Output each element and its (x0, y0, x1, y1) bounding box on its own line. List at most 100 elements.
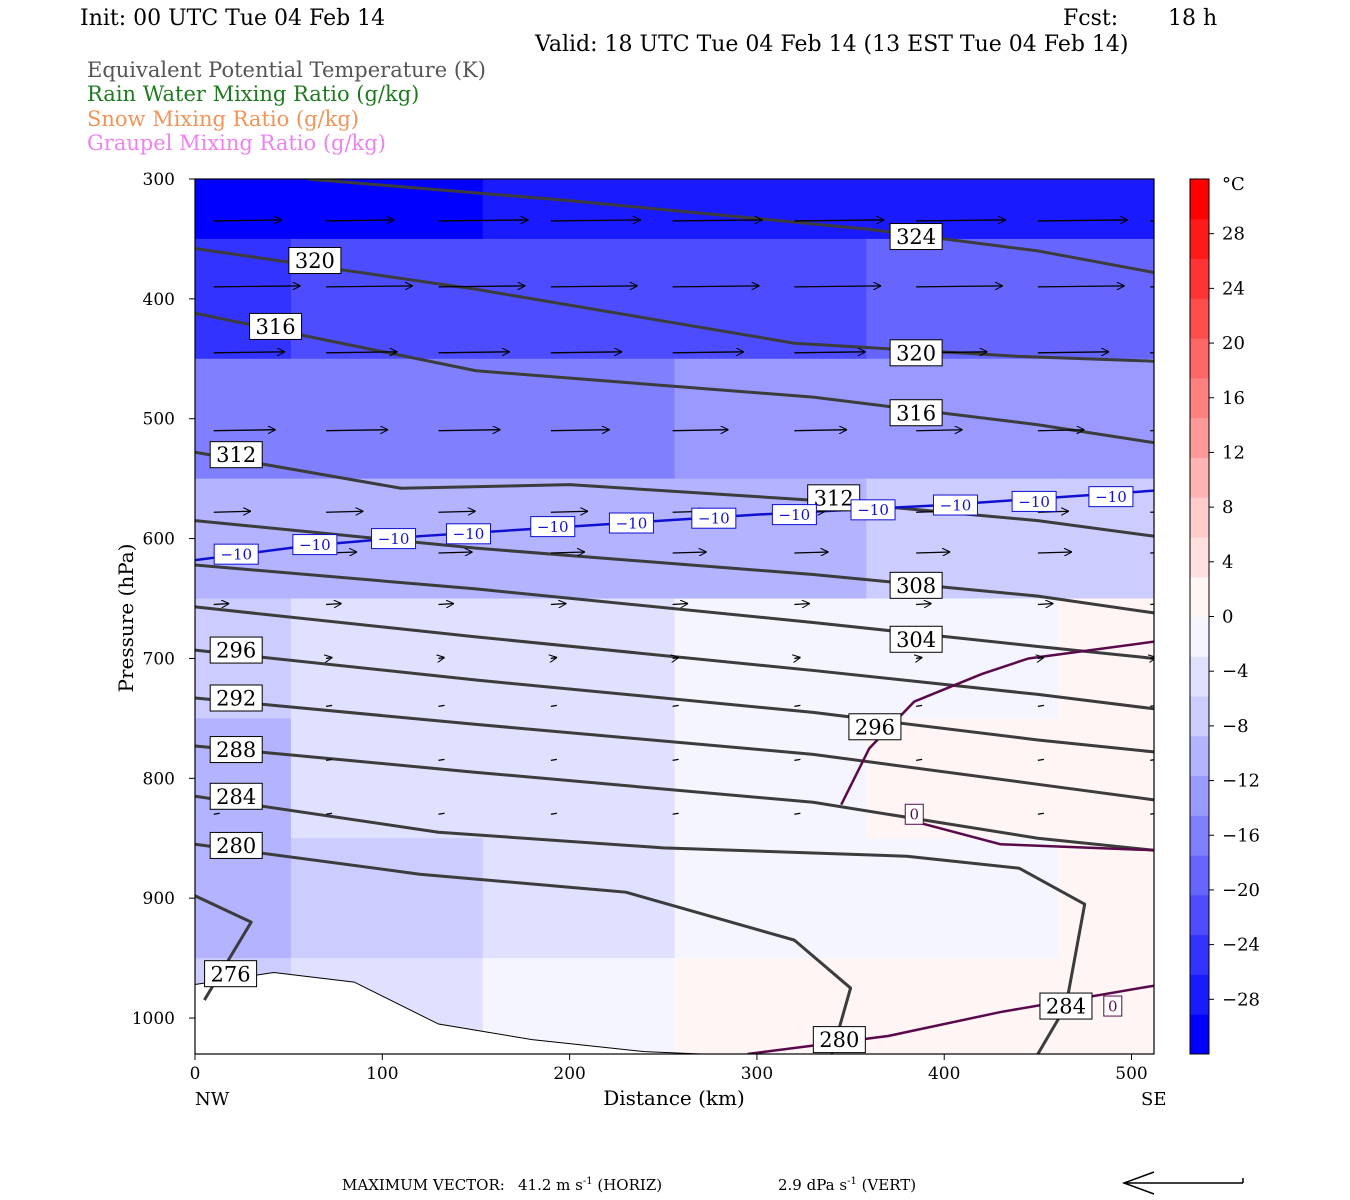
wind-vector (916, 430, 963, 431)
temperature-cell (195, 478, 292, 600)
theta-e-label-box (889, 223, 943, 251)
wind-vector (326, 352, 397, 353)
theta-e-label: 280 (216, 834, 256, 858)
y-tick-label: 500 (143, 410, 175, 430)
colorbar-swatch (1190, 855, 1209, 896)
wind-vector (438, 352, 509, 353)
theta-e-label-box (848, 713, 902, 741)
colorbar-swatch (1190, 298, 1209, 339)
temperature-cell (1058, 598, 1154, 719)
wind-vector (550, 552, 585, 553)
theta-e-label-box (889, 399, 943, 427)
theta-e-label-box (812, 1026, 866, 1054)
wind-vector (794, 657, 800, 658)
temperature-cell (674, 358, 867, 480)
theta-e-label: 304 (896, 628, 936, 652)
isotherm-zero-lower (913, 820, 1154, 852)
theta-e-contour-320 (195, 247, 1154, 363)
wind-vector (1150, 812, 1154, 815)
colorbar-swatch (1190, 218, 1209, 260)
theta-e-label-box (209, 782, 263, 810)
wind-vector (326, 704, 333, 708)
wind-vector (438, 286, 525, 287)
wind-vector (438, 758, 445, 761)
colorbar-swatch (1190, 1014, 1209, 1055)
legend-snow-text: Snow Mixing Ratio (g/kg) (87, 107, 359, 131)
theta-e-label: 284 (1046, 995, 1086, 1019)
legend-rain: Rain Water Mixing Ratio (g/kg) (87, 82, 419, 106)
theta-e-label-box (889, 571, 943, 599)
valid-time: Valid: 18 UTC Tue 04 Feb 14 (13 EST Tue … (535, 32, 1129, 57)
wind-vector (794, 604, 810, 605)
wind-vector (438, 812, 445, 815)
wind-vector (916, 704, 923, 708)
wind-vector (550, 812, 557, 815)
theta-e-contour-312 (195, 450, 1154, 538)
x-tick-label: 100 (366, 1064, 398, 1084)
isotherm-minus10-label-box (691, 507, 737, 529)
wind-vector (672, 812, 679, 815)
isotherm-minus10-label-box (608, 512, 654, 534)
forecast-hour: 18 h (1168, 6, 1218, 31)
y-tick-label: 1000 (132, 1009, 175, 1029)
theta-e-label: 320 (295, 249, 335, 273)
colorbar-tick-label: 16 (1222, 388, 1245, 409)
wind-vector (1150, 657, 1154, 658)
colorbar-swatch (1190, 497, 1209, 538)
legend-snow: Snow Mixing Ratio (g/kg) (87, 107, 359, 131)
y-tick-label: 800 (143, 769, 175, 789)
temperature-fill (195, 179, 1154, 1054)
x-left-end-label: NW (195, 1089, 230, 1110)
wind-vector (213, 220, 282, 221)
colorbar-swatch (1190, 377, 1209, 419)
isotherm-minus10-label: −10 (299, 536, 331, 554)
colorbar-swatch (1190, 974, 1209, 1015)
wind-vector (550, 352, 622, 353)
init-time: Init: 00 UTC Tue 04 Feb 14 (80, 6, 386, 31)
theta-e-contour-292 (195, 696, 1154, 802)
x-right-end-label: SE (1141, 1089, 1166, 1110)
wind-vector (438, 220, 528, 221)
colorbar-tick-label: −20 (1222, 880, 1260, 901)
temperature-cell (482, 179, 676, 240)
wind-vector (326, 286, 413, 287)
temperature-cell (482, 718, 676, 839)
theta-e-label: 312 (814, 486, 854, 510)
isotherm-minus10-label-box (292, 534, 338, 556)
theta-e-label: 292 (216, 687, 256, 711)
legend-theta-e: Equivalent Potential Temperature (K) (87, 58, 486, 82)
colorbar-swatch (1190, 576, 1209, 617)
colorbar-tick-label: −8 (1222, 716, 1249, 737)
theta-e-contour-280 (195, 842, 853, 1054)
isotherm-minus10-label-box (771, 504, 817, 526)
contour-labels: 324 320 316 320 316 312 312 308 304 296 292 296 288 2… (204, 223, 1134, 1054)
wind-vector (1150, 511, 1154, 513)
theta-e-contour-296 (195, 648, 1154, 754)
colorbar-tick-label: −24 (1222, 935, 1260, 956)
wind-vector (326, 220, 394, 221)
wind-vector (672, 220, 763, 221)
theta-e-contour-288 (195, 744, 1154, 852)
isotherm-minus10-label: −10 (779, 506, 811, 524)
theta-e-label: 320 (896, 341, 936, 365)
isotherm-minus10-label-box (1011, 490, 1057, 512)
isotherm-minus10-label-box (1088, 486, 1134, 508)
wind-vector (916, 286, 1003, 287)
wind-vector (794, 430, 847, 431)
wind-vector (1037, 220, 1128, 221)
terrain-surface (195, 971, 701, 1054)
wind-vector (326, 758, 333, 761)
isotherm-minus10-label: −10 (378, 530, 410, 548)
wind-vector (1150, 759, 1154, 761)
wind-vector (326, 430, 388, 431)
wind-vector (1037, 552, 1072, 553)
isotherm-zero (840, 640, 1154, 806)
horiz-value: 41.2 m s (518, 1176, 583, 1194)
theta-e-label: 316 (255, 315, 295, 339)
wind-vector (1037, 812, 1044, 815)
wind-vector (213, 812, 220, 815)
temperature-cell (290, 718, 484, 839)
wind-vector (213, 430, 276, 431)
wind-vector (438, 704, 445, 708)
wind-vector (672, 352, 744, 353)
